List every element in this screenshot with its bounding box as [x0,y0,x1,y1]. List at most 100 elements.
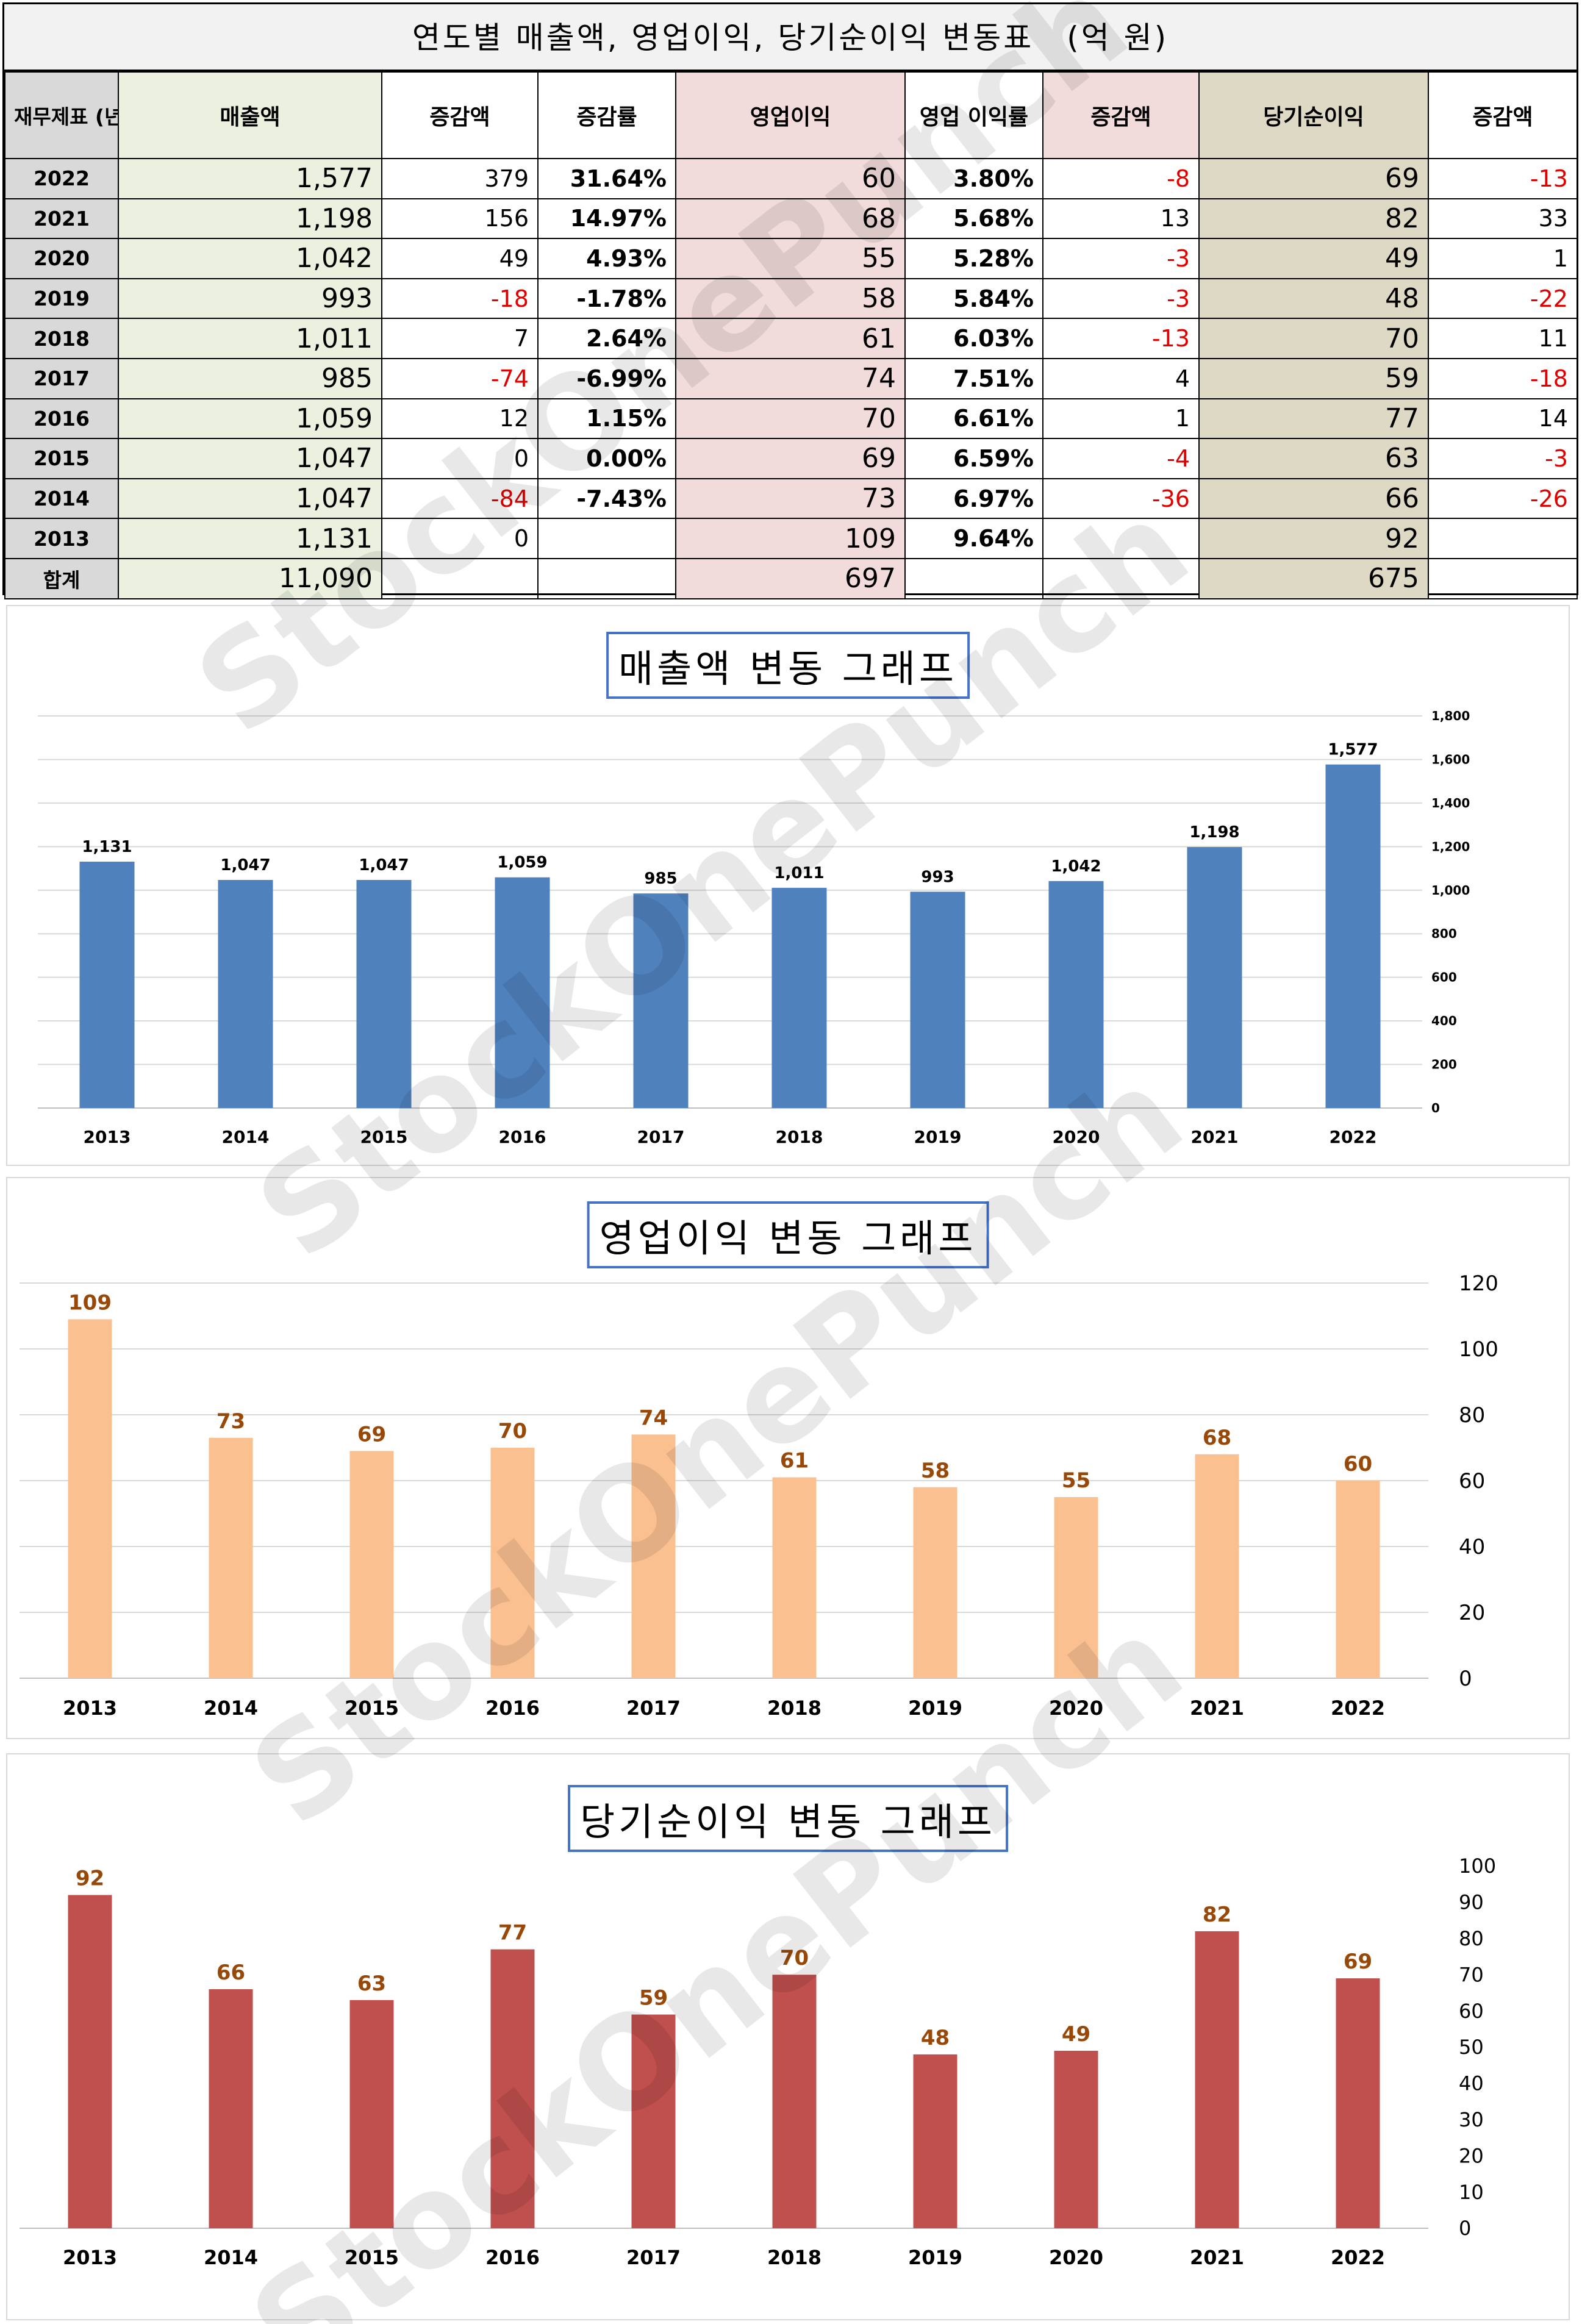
data-label: 82 [1203,1903,1231,1927]
bar-2021 [1195,1931,1239,2228]
bar-2016 [495,877,550,1108]
cell-operating-margin: 9.64% [904,518,1043,559]
net-income-bar-chart: 0 10 20 30 40 50 60 70 80 90 100 92 2013 66 2014 63 2015… [20,1854,1496,2269]
header-operating-margin: 영업 이익률 [904,71,1043,159]
bar-2021 [1195,1454,1239,1678]
x-tick-label: 2014 [204,1697,258,1720]
cell-sales-change: 12 [381,398,539,440]
y-tick-label: 20 [1459,1601,1485,1625]
data-label: 60 [1344,1452,1372,1476]
bar-2016 [490,1448,535,1678]
cell-sales-change: 49 [381,238,539,279]
cell-net-income: 49 [1198,238,1429,279]
cell-sales: 1,577 [118,158,382,199]
cell-sales-rate: 4.93% [537,238,676,279]
cell-operating-margin: 3.80% [904,158,1043,199]
y-tick-label: 120 [1459,1271,1498,1296]
cell-sales: 1,198 [118,198,382,240]
table-row: 2018 1,011 7 2.64% 61 6.03% -13 70 11 [4,318,1578,359]
sales-bar-chart: 0 200 400 600 800 1,000 1,200 1,400 1,600 1,800 1,… [38,709,1470,1147]
cell-operating-margin: 6.59% [904,438,1043,479]
cell-net-income: 77 [1198,398,1429,440]
header-operating-profit: 영업이익 [675,71,906,159]
table-row: 2017 985 -74 -6.99% 74 7.51% 4 59 -18 [4,357,1578,399]
data-label: 1,577 [1328,741,1378,759]
data-label: 1,131 [82,838,132,856]
cell-sales-rate: 14.97% [537,198,676,240]
x-tick-label: 2020 [1053,1127,1100,1147]
data-label: 70 [498,1419,527,1443]
cell-operating-change [1042,518,1200,559]
cell-sales-rate: -6.99% [537,357,676,399]
header-sales: 매출액 [118,71,382,159]
cell-operating-margin: 5.28% [904,238,1043,279]
data-label: 73 [217,1409,245,1434]
data-label: 66 [217,1961,245,1985]
y-tick-label: 10 [1459,2181,1484,2204]
data-label: 48 [921,2026,950,2050]
bar-2020 [1054,1497,1098,1678]
data-label: 77 [498,1921,527,1945]
x-tick-label: 2016 [485,1697,540,1720]
y-tick-label: 1,200 [1431,839,1470,854]
cell-operating-margin: 5.84% [904,277,1043,320]
data-label: 69 [1344,1950,1372,1974]
x-tick-label: 2021 [1190,1697,1244,1720]
table-row: 2020 1,042 49 4.93% 55 5.28% -3 49 1 [4,238,1578,279]
data-label: 55 [1062,1468,1090,1493]
table-row: 2016 1,059 12 1.15% 70 6.61% 1 77 14 [4,398,1578,440]
x-tick-label: 2015 [345,1697,399,1720]
bar-2018 [771,887,827,1108]
bar-2013 [68,1895,112,2228]
x-tick-label: 2022 [1331,2246,1385,2269]
cell-sales-rate: -1.78% [537,277,676,320]
header-net-change: 증감액 [1428,71,1578,159]
x-tick-label: 2017 [626,1697,681,1720]
cell-operating-profit: 61 [675,318,906,359]
x-tick-label: 2021 [1190,2246,1244,2269]
x-tick-label: 2018 [767,2246,821,2269]
bar-2013 [68,1319,112,1678]
x-tick-label: 2015 [345,2246,399,2269]
cell-net-income: 63 [1198,438,1429,479]
table-title: 연도별 매출액, 영업이익, 당기순이익 변동표 (억 원) [4,4,1577,71]
cell-net-change: -22 [1428,277,1578,320]
data-label: 1,047 [359,856,409,874]
y-tick-label: 80 [1459,1927,1484,1950]
table-row: 2022 1,577 379 31.64% 60 3.80% -8 69 -13 [4,158,1578,199]
x-tick-label: 2019 [908,2246,962,2269]
data-label: 49 [1062,2022,1090,2047]
y-tick-label: 60 [1459,1469,1485,1493]
y-tick-label: 1,800 [1431,709,1470,723]
x-tick-label: 2013 [63,2246,117,2269]
cell-sales-rate: 0.00% [537,438,676,479]
bar-2019 [913,1487,957,1678]
header-sales-rate: 증감률 [537,71,676,159]
data-label: 985 [644,870,677,888]
y-tick-label: 20 [1459,2144,1484,2167]
y-tick-label: 100 [1459,1337,1498,1362]
table-row: 2021 1,198 156 14.97% 68 5.68% 13 82 33 [4,198,1578,240]
y-tick-label: 50 [1459,2036,1484,2059]
table-total-row: 합계 11,090 697 675 [4,557,1578,599]
data-label: 1,198 [1189,823,1239,842]
bar-2014 [209,1437,253,1678]
cell-year: 2016 [4,398,119,440]
cell-empty [1428,557,1578,599]
data-label: 61 [780,1449,809,1473]
bar-2020 [1054,2050,1098,2228]
y-tick-label: 1,400 [1431,796,1470,810]
cell-empty [904,557,1043,599]
y-tick-label: 800 [1431,926,1457,941]
cell-empty [381,557,539,599]
cell-operating-profit: 69 [675,438,906,479]
x-tick-label: 2013 [84,1127,131,1147]
x-tick-label: 2017 [626,2246,681,2269]
data-label: 63 [357,1972,386,1996]
header-year: 재무제표 (년도) [4,71,119,159]
cell-operating-change: -13 [1042,318,1200,359]
header-operating-change: 증감액 [1042,71,1200,159]
bar-2022 [1325,764,1381,1108]
cell-operating-profit: 74 [675,357,906,399]
cell-operating-profit: 58 [675,277,906,320]
